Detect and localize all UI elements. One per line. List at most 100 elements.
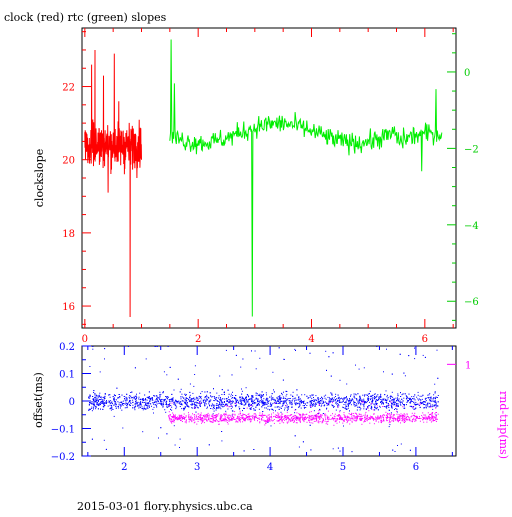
offset-point [130,402,132,404]
offset-point [110,407,112,409]
round-trip-point [296,419,298,421]
offset-point [272,408,273,410]
offset-point [318,398,320,400]
round-trip-point [254,413,256,414]
offset-point [156,398,158,400]
offset-point [298,397,300,399]
round-trip-point [394,419,396,421]
offset-point [252,403,254,404]
offset-point [433,394,435,396]
round-trip-point [436,418,438,420]
offset-point [196,405,198,407]
offset-point [336,400,338,402]
offset-point [213,407,215,408]
round-trip-point [281,419,283,421]
offset-point [266,394,267,396]
round-trip-point [269,420,271,422]
offset-point [320,402,322,404]
offset-point [248,405,250,407]
offset-point [282,379,284,381]
offset-point [329,397,330,399]
round-trip-point [422,412,424,414]
round-trip-point [258,414,260,416]
offset-point [423,404,425,405]
offset-point [332,400,334,402]
offset-point [102,399,104,401]
offset-point [313,403,315,405]
offset-point [372,397,374,399]
offset-point [204,399,206,401]
round-trip-point [390,421,391,423]
round-trip-point [200,414,202,416]
offset-point [184,406,186,408]
offset-point [193,402,195,404]
offset-point [326,369,327,371]
offset-point [251,395,253,397]
offset-point [274,400,276,402]
round-trip-point [269,419,271,421]
offset-point [399,402,401,404]
round-trip-point [364,413,366,415]
offset-point [167,406,169,408]
offset-point [262,403,264,405]
offset-point [294,402,296,404]
round-trip-point [309,416,311,418]
offset-point [150,397,152,399]
offset-point [96,404,98,406]
round-trip-point [218,413,220,415]
offset-point [225,398,227,400]
round-trip-point [379,418,380,420]
round-trip-point [268,414,270,416]
round-trip-point [189,418,191,420]
round-trip-point [170,416,172,418]
round-trip-point [192,419,194,421]
offset-point [218,404,220,405]
round-trip-point [266,415,268,417]
offset-point [302,401,304,402]
offset-point [430,396,432,398]
offset-point [114,402,116,404]
round-trip-point [315,414,317,416]
offset-point [91,438,93,440]
round-trip-point [194,421,196,423]
round-trip-point [276,420,278,422]
offset-point [173,403,175,405]
round-trip-point [284,415,285,417]
round-trip-point [321,420,323,422]
offset-point [192,398,194,400]
offset-point [99,371,101,373]
round-trip-point [414,412,416,414]
offset-point [328,399,330,401]
round-trip-point [351,421,353,423]
offset-point [353,393,355,395]
offset-point [277,406,279,408]
offset-point [425,404,427,406]
round-trip-point [362,417,364,419]
offset-point [417,391,419,393]
offset-point [170,400,172,402]
offset-point [206,394,208,396]
offset-point [303,400,305,402]
offset-point [118,402,120,404]
offset-point [132,404,134,406]
round-trip-point [375,417,377,419]
offset-point [183,407,184,409]
round-trip-point [240,421,241,423]
offset-point [153,403,155,405]
offset-point [93,398,94,400]
offset-point [397,399,399,401]
round-trip-point [220,420,222,422]
round-trip-point [173,413,175,415]
round-trip-point [348,416,350,418]
offset-point [220,401,222,403]
round-trip-point [365,417,367,419]
round-trip-point [287,416,289,418]
round-trip-point [208,419,210,421]
offset-point [259,400,261,401]
round-trip-point [403,419,405,421]
round-trip-point [273,416,275,418]
offset-point [180,403,182,405]
round-trip-point [353,417,355,419]
round-trip-point [296,418,298,420]
offset-point [320,400,321,402]
